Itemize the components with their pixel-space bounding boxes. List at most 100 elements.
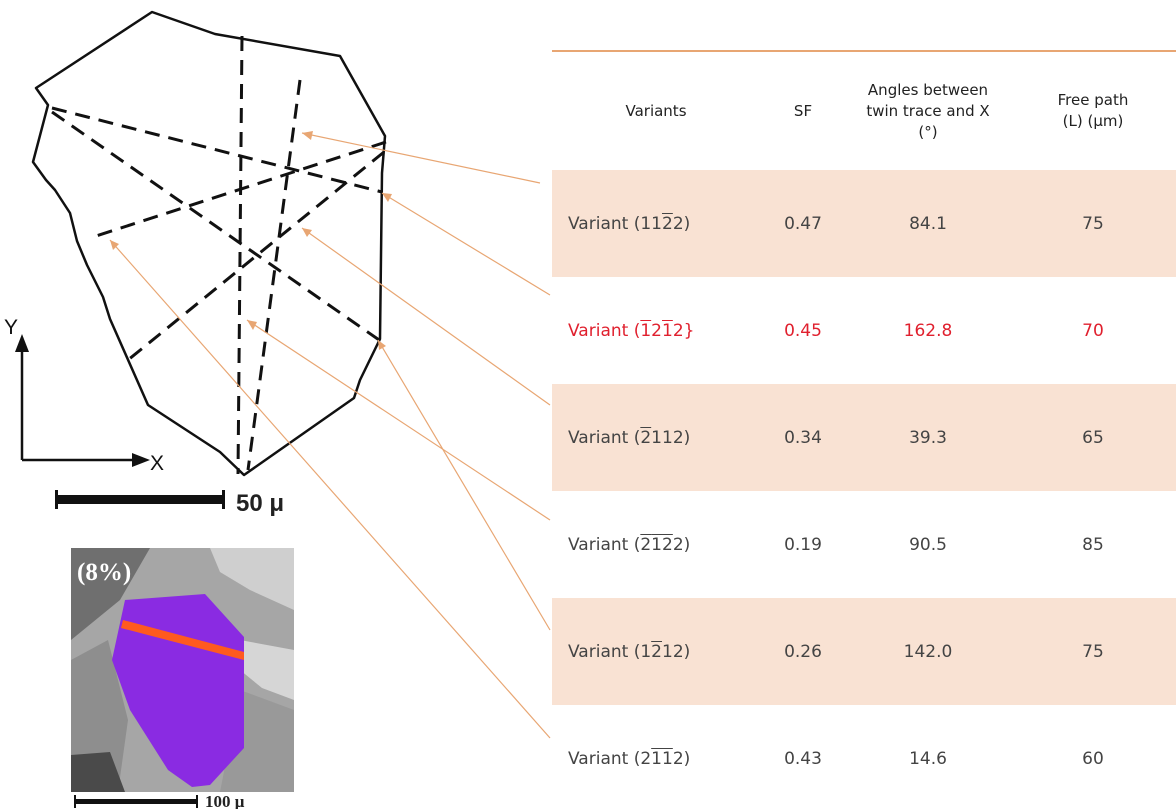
connector-arrow-line [301,132,541,184]
free-path-cell: 85 [1082,534,1104,555]
connector-arrowhead [302,131,313,140]
connector-arrowhead [382,193,392,202]
schematic-scale-bar [55,490,225,509]
miller-index-digit: 2 [672,534,684,555]
variant-suffix: ) [683,641,691,662]
variant-suffix: ) [683,213,691,234]
free-path-cell: 75 [1082,213,1104,234]
variant-suffix: ) [683,748,691,769]
connector-arrowhead [247,320,257,330]
variants-table: Variants SF Angles between twin trace an… [552,50,1176,812]
miller-index-digit: 1 [651,748,662,769]
table-body: Variant (1122) 0.47 84.1 75 Variant (1212} 0.… [552,170,1176,812]
variant-prefix: Variant ( [568,320,641,341]
miller-index-digit: 2 [640,748,652,769]
inset-twin-band [121,620,244,660]
twin-trace-line [51,110,383,344]
twin-trace-line [51,106,383,194]
inset-strain-label: (8%) [77,559,131,586]
inset-scale-bar-cap-left [74,795,76,808]
free-path-cell: 70 [1082,320,1104,341]
miller-index-digit: 1 [651,213,662,234]
table-row: Variant (1122) 0.47 84.1 75 [552,170,1176,277]
miller-index-digit: 1 [640,641,652,662]
connector-arrow-line [246,319,551,521]
sf-cell: 0.45 [784,320,822,341]
inset-scale-bar-cap-right [196,795,198,808]
header-sf: SF [793,101,813,120]
connector-arrows [109,132,551,739]
angle-cell: 142.0 [903,641,953,662]
grain-schematic [31,10,387,477]
twin-trace-line [89,140,387,240]
variant-name-cell: Variant (1122) [552,170,760,277]
inset-grain-light [210,548,294,610]
miller-index-digit: 2 [672,320,684,341]
schematic-scale-label: 50 μ [236,490,284,517]
header-angle-line: Angles between [867,80,989,99]
scale-bar-cap-left [55,490,58,509]
inset-micrograph [71,548,294,792]
table-row: Variant (1212) 0.26 142.0 75 [552,598,1176,705]
miller-index-digit: 1 [662,427,673,448]
variant-prefix: Variant ( [568,534,641,555]
free-path-cell: 60 [1082,748,1104,769]
inset-scale-bar [74,795,198,808]
inset-scale-label: 100 μ [205,792,245,809]
twin-trace-line [127,150,385,362]
miller-index-digit: 2 [662,213,673,234]
variant-name-cell: Variant (1212} [552,277,760,384]
connector-arrowheads [110,131,392,350]
variant-suffix: ) [683,427,691,448]
miller-index-digit: 2 [672,748,684,769]
scale-bar-cap-right [222,490,225,509]
free-path-cell: 75 [1082,641,1104,662]
miller-index-digit: 2 [672,641,684,662]
angle-cell: 162.8 [903,320,953,341]
variant-name-cell: Variant (2112) [552,705,760,812]
twin-trace-line [236,35,244,475]
variant-prefix: Variant ( [568,213,641,234]
header-free-path-line: Free path [1057,91,1129,109]
grain-outline [31,10,387,477]
x-axis-arrowhead [132,453,150,467]
y-axis-label: Y [4,316,18,339]
connector-arrow-line [109,239,551,739]
twin-traces [51,35,387,475]
xy-axes [20,348,136,462]
header-angle-line: twin trace and X [866,101,990,120]
sf-cell: 0.47 [784,213,822,234]
miller-index-digit: 2 [672,213,684,234]
table-row: Variant (2112) 0.34 39.3 65 [552,384,1176,491]
miller-index-digit: 2 [640,534,652,555]
header-angle-line: (°) [918,122,938,141]
variant-suffix: } [683,320,695,341]
variant-prefix: Variant ( [568,641,641,662]
header-angle: Angles between twin trace and X (°) [846,51,1010,170]
connector-arrowhead [378,340,386,350]
y-axis-arrowhead [15,334,29,352]
table-row: Variant (2122) 0.19 90.5 85 [552,491,1176,598]
inset-grain-light [240,640,294,700]
variant-name-cell: Variant (2112) [552,384,760,491]
connector-arrowhead [302,228,312,237]
connector-arrowhead [110,240,119,250]
table-row: Variant (2112) 0.43 14.6 60 [552,705,1176,812]
miller-index-digit: 2 [640,427,652,448]
header-free-path: Free path (L) (μm) [1010,51,1176,170]
sf-cell: 0.19 [784,534,822,555]
miller-index-digit: 2 [672,427,684,448]
miller-index-digit: 1 [651,427,662,448]
scale-bar-rect [55,495,225,504]
variant-name-cell: Variant (1212) [552,598,760,705]
variant-name-cell: Variant (2122) [552,491,760,598]
miller-index-digit: 1 [640,213,652,234]
connector-arrow-line [301,227,551,406]
connector-arrow-line [381,192,551,296]
inset-grain-dark [71,548,150,640]
x-axis-label: X [150,452,164,475]
angle-cell: 84.1 [909,213,947,234]
variant-prefix: Variant ( [568,427,641,448]
twin-trace-line [246,79,302,471]
